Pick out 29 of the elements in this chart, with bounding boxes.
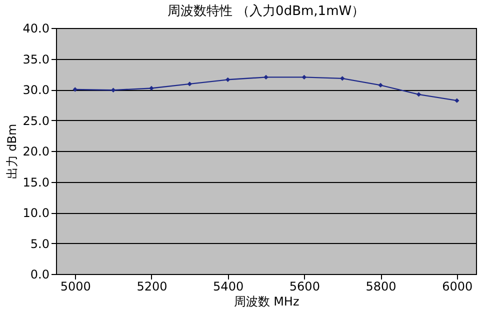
y-tick-label: 5.0	[30, 236, 50, 251]
x-axis-title: 周波数 MHz	[234, 294, 300, 308]
y-axis-title: 出力 dBm	[4, 124, 19, 180]
y-tick-label: 20.0	[22, 144, 50, 158]
point	[264, 74, 268, 80]
x-tick-label: 5400	[213, 280, 244, 294]
y-tick-label: 30.0	[22, 83, 50, 97]
y-tick-label: 10.0	[22, 206, 50, 220]
y-tick-label: 15.0	[22, 175, 50, 190]
chart-title: 周波数特性 （入力0dBm,1mW）	[167, 4, 365, 19]
point	[149, 86, 154, 91]
x-tick-label: 5800	[366, 280, 396, 294]
point	[187, 82, 192, 86]
point	[416, 92, 422, 97]
x-tick-label: 5200	[136, 280, 168, 294]
x-tick-label: 5000	[60, 280, 91, 294]
point	[340, 76, 345, 81]
point	[72, 87, 78, 92]
y-tick-label: 0.0	[30, 268, 50, 282]
x-tick-label: 6000	[442, 280, 473, 294]
point	[302, 74, 307, 80]
point	[225, 77, 230, 82]
y-tick-label: 40.0	[22, 22, 50, 36]
point	[378, 82, 383, 88]
x-tick-label: 5600	[289, 280, 320, 294]
point	[110, 88, 116, 92]
y-tick-label: 25.0	[22, 114, 50, 128]
point	[454, 98, 460, 103]
y-tick-label: 35.0	[22, 52, 50, 66]
